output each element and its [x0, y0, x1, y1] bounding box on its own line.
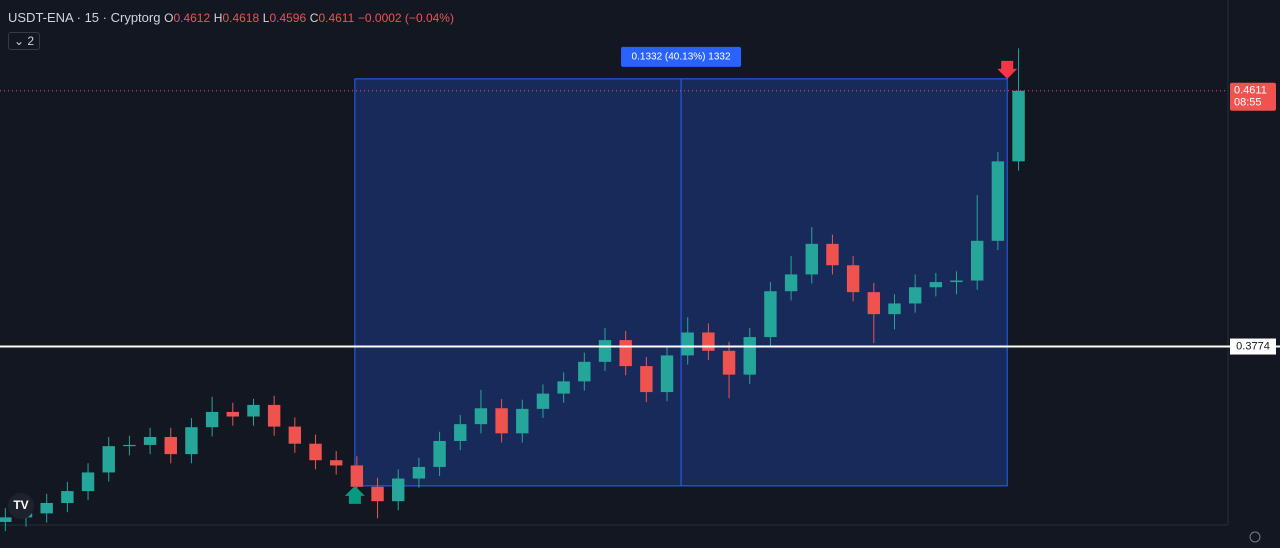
interval: 15 — [84, 10, 100, 25]
candle-body — [495, 408, 508, 434]
indicators-toggle[interactable]: ⌄ 2 — [8, 32, 41, 50]
candle-body — [970, 240, 984, 281]
candle-body — [702, 332, 715, 351]
candle-body — [846, 265, 860, 293]
candle-body — [309, 443, 322, 461]
candle-body — [143, 436, 157, 445]
ohlc-value: 0.4612 — [173, 11, 211, 25]
candle-body — [867, 292, 881, 315]
last-price-label: 0.4611 — [1234, 85, 1267, 97]
candle-body — [784, 274, 798, 292]
candle-body — [908, 287, 922, 304]
candle-body — [640, 366, 653, 393]
candle-body — [164, 436, 177, 455]
exchange: Cryptorg — [110, 10, 161, 25]
candle-body — [0, 517, 12, 522]
candle-body — [288, 426, 302, 444]
candle-body — [660, 355, 674, 393]
last-price-box — [1230, 82, 1276, 111]
candle-body — [1012, 90, 1025, 162]
candle-body — [329, 460, 343, 466]
countdown-label: 08:55 — [1234, 97, 1262, 109]
ohlc-key: O — [164, 11, 174, 25]
price-axis — [1228, 0, 1280, 548]
candle-body — [764, 291, 777, 338]
legend-header: USDT-ENA · 15 · Cryptorg O0.4612 H0.4618… — [8, 10, 454, 25]
candle-body — [247, 404, 260, 417]
hline-label-box — [1230, 338, 1276, 355]
candle-body — [433, 440, 446, 467]
ohlc-key: C — [309, 11, 319, 25]
candle-body — [474, 408, 488, 425]
candle-body — [40, 502, 53, 514]
ohlc-key: H — [213, 11, 223, 25]
logo: TV — [8, 493, 34, 519]
candle-body — [598, 340, 612, 362]
candle-body — [722, 350, 736, 375]
candle-body — [412, 466, 426, 479]
candle-body — [536, 393, 550, 409]
candle-body — [950, 280, 963, 283]
ohlc-value: 0.4618 — [222, 11, 260, 25]
measure-label: 0.1332 (40.13%) 1332 — [632, 51, 731, 62]
candle-body — [267, 404, 281, 427]
candle-body — [826, 243, 839, 266]
candle-body — [454, 424, 467, 441]
candle-body — [371, 486, 384, 502]
candle-body — [681, 332, 694, 356]
candle-body — [350, 465, 364, 487]
hline-label: 0.3774 — [1236, 340, 1270, 352]
indicator-count: 2 — [27, 34, 35, 48]
candle-body — [123, 444, 136, 447]
sell-arrow — [997, 60, 1018, 79]
ohlc-key: L — [262, 11, 270, 25]
candle-body — [929, 282, 943, 288]
candle-body — [516, 408, 529, 434]
ohlc-value: 0.4596 — [269, 11, 307, 25]
candle-body — [619, 340, 632, 367]
candle-body — [743, 337, 756, 375]
candle-body — [61, 491, 74, 503]
candle-body — [102, 446, 115, 473]
candle-body — [805, 243, 818, 275]
candle-body — [226, 411, 239, 417]
symbol: USDT-ENA — [8, 10, 74, 25]
candle-body — [185, 427, 198, 455]
candle-body — [205, 411, 219, 428]
candle-body — [557, 381, 570, 394]
candle-body — [888, 303, 901, 315]
measure-label-box — [621, 46, 742, 67]
candle-body — [991, 161, 1005, 241]
change: −0.0002 (−0.04%) — [357, 11, 454, 25]
candle-body — [392, 478, 405, 502]
buy-arrow — [344, 485, 365, 504]
candle-body — [578, 361, 591, 382]
ohlc-value: 0.4611 — [318, 11, 355, 25]
plot: 0.1332 (40.13%) 1332 — [0, 46, 1025, 532]
svg-text:TV: TV — [13, 498, 28, 512]
candle-body — [81, 472, 95, 492]
settings-icon[interactable] — [1249, 531, 1261, 543]
